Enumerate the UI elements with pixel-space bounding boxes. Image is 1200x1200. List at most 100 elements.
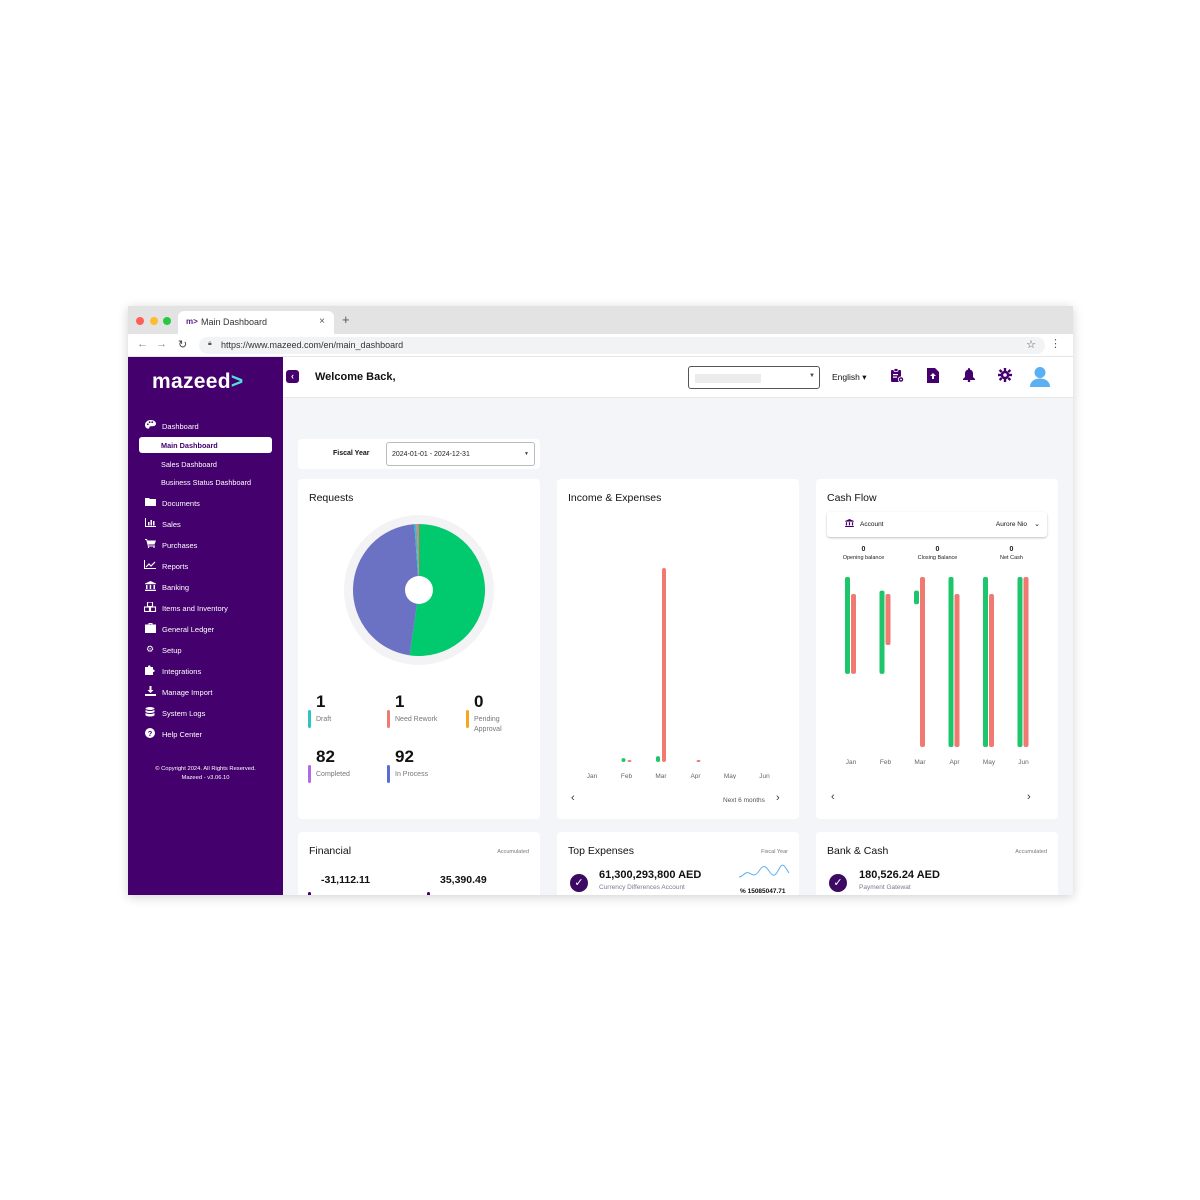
gear-icon: ⚙ — [145, 643, 155, 654]
sidebar-item-documents[interactable]: Documents — [128, 492, 283, 513]
top-expenses-tag: Fiscal Year — [761, 849, 788, 855]
cart-icon — [144, 538, 156, 550]
financial-value-1: -31,112.11 — [321, 874, 371, 886]
x-tick-label: Jan — [587, 773, 598, 779]
next-period-icon[interactable]: › — [1027, 791, 1031, 803]
financial-value-2: 35,390.49 — [440, 874, 487, 886]
sidebar: mazeed> Dashboard Main Dashboard Sales D… — [128, 357, 283, 895]
sidebar-item-banking[interactable]: Banking — [128, 576, 283, 597]
top-expense-percent: % 15085047.71 — [740, 888, 786, 895]
copyright-text: © Copyright 2024. All Rights Reserved. — [155, 766, 256, 772]
upload-file-icon[interactable] — [924, 368, 942, 386]
tab-bar: m> Main Dashboard × + — [128, 306, 1073, 334]
sidebar-subitem-sales-dashboard[interactable]: Sales Dashboard — [128, 455, 283, 474]
income-expenses-chart: Jan Feb Mar Apr May Jun — [587, 568, 770, 779]
prev-period-icon[interactable]: ‹ — [571, 792, 575, 804]
stat-label: Pending Approval — [474, 716, 502, 733]
tab-close-icon[interactable]: × — [319, 316, 325, 327]
language-select[interactable]: English ▾ — [832, 372, 867, 382]
bar-feb-income — [621, 758, 626, 762]
x-tick-label: Apr — [949, 759, 960, 766]
bar-mar-income — [656, 756, 660, 762]
sidebar-item-general-ledger[interactable]: General Ledger — [128, 618, 283, 639]
minimize-window-button[interactable] — [150, 317, 158, 325]
prev-period-icon[interactable]: ‹ — [831, 791, 835, 803]
database-icon — [144, 706, 156, 719]
cash-flow-title: Cash Flow — [827, 492, 877, 504]
top-expense-amount: 61,300,293,800 AED — [599, 869, 702, 881]
x-tick-label: Feb — [880, 759, 892, 766]
help-icon: ? — [144, 727, 156, 740]
x-tick-label: Apr — [690, 773, 701, 779]
x-tick-label: May — [724, 773, 737, 779]
sidebar-item-dashboard[interactable]: Dashboard — [128, 415, 283, 436]
svg-text:?: ? — [148, 728, 153, 737]
user-avatar[interactable] — [1029, 366, 1051, 388]
sidebar-item-help-center[interactable]: ? Help Center — [128, 723, 283, 744]
chevron-down-icon: ▼ — [524, 451, 529, 457]
collapse-sidebar-button[interactable]: ‹ — [286, 370, 299, 383]
stat-draft: 1 Draft — [308, 692, 378, 737]
opening-balance: 0 Opening balance — [831, 546, 896, 561]
fiscal-year-select[interactable]: 2024-01-01 - 2024-12-31 ▼ — [386, 442, 535, 466]
bell-icon[interactable] — [960, 368, 978, 386]
cashflow-bar-mar-out — [920, 577, 925, 747]
check-icon: ✓ — [829, 874, 847, 892]
palette-icon — [144, 420, 156, 432]
sidebar-item-items-inventory[interactable]: Items and Inventory — [128, 597, 283, 618]
sidebar-item-sales[interactable]: Sales — [128, 513, 283, 534]
sidebar-item-label: Help Center — [162, 729, 203, 739]
x-tick-label: Feb — [621, 773, 633, 779]
close-window-button[interactable] — [136, 317, 144, 325]
browser-tab[interactable]: m> Main Dashboard × — [178, 311, 334, 334]
metric-label: Opening balance — [842, 555, 885, 561]
browser-menu-icon[interactable]: ⋮ — [1050, 338, 1061, 350]
cashflow-bar-jan-in — [845, 577, 850, 674]
net-cash: 0 Net Cash — [979, 546, 1044, 561]
sidebar-subitem-business-status-dashboard[interactable]: Business Status Dashboard — [128, 473, 283, 492]
bank-cash-card: Bank & Cash Accumulated ✓ 180,526.24 AED… — [816, 832, 1058, 895]
maximize-window-button[interactable] — [163, 317, 171, 325]
sidebar-item-system-logs[interactable]: System Logs — [128, 702, 283, 723]
financial-bar-2 — [427, 892, 430, 895]
back-icon[interactable]: ← — [137, 338, 148, 350]
sidebar-item-label: Dashboard — [162, 422, 199, 431]
sidebar-item-reports[interactable]: Reports — [128, 555, 283, 576]
stat-completed: 82 Completed — [308, 747, 378, 792]
sidebar-item-setup[interactable]: ⚙ Setup — [128, 639, 283, 660]
next-6-months-label[interactable]: Next 6 months — [723, 797, 765, 804]
bookmark-star-icon[interactable]: ☆ — [1026, 339, 1036, 351]
stat-value: 82 — [316, 747, 335, 766]
bar-apr-expense — [696, 760, 701, 762]
folder-icon — [144, 497, 156, 508]
browser-window: m> Main Dashboard × + ← → ↻ 🔒︎ https://w… — [128, 306, 1073, 895]
url-field[interactable]: 🔒︎ https://www.mazeed.com/en/main_dashbo… — [199, 337, 1045, 354]
forward-icon[interactable]: → — [156, 338, 167, 350]
requests-card: Requests 1 Draft 1 Need Rework 0 Pending… — [298, 479, 540, 819]
mazeed-logo[interactable]: mazeed> — [152, 370, 244, 393]
bank-cash-amount: 180,526.24 AED — [859, 869, 940, 881]
stat-label: Completed — [316, 771, 350, 778]
top-expenses-card: Top Expenses Fiscal Year ✓ 61,300,293,80… — [557, 832, 799, 895]
next-period-icon[interactable]: › — [776, 792, 780, 804]
tab-title: Main Dashboard — [201, 317, 268, 327]
top-expenses-title: Top Expenses — [568, 845, 634, 857]
fiscal-year-value: 2024-01-01 - 2024-12-31 — [392, 451, 470, 458]
clipboard-settings-icon[interactable] — [888, 368, 906, 386]
cash-flow-chart: Jan Feb Mar Apr May Jun — [845, 577, 1029, 766]
account-select[interactable]: Account Aurore Nio ⌄ — [827, 512, 1047, 537]
stat-in-process: 92 In Process — [387, 747, 457, 792]
sidebar-item-integrations[interactable]: Integrations — [128, 660, 283, 681]
sidebar-item-manage-import[interactable]: Manage Import — [128, 681, 283, 702]
gear-icon[interactable] — [996, 368, 1014, 386]
sidebar-subitem-main-dashboard[interactable]: Main Dashboard — [128, 436, 283, 455]
company-select[interactable]: ▼ — [688, 366, 820, 389]
reload-icon[interactable]: ↻ — [178, 339, 188, 351]
chevron-down-icon: ⌄ — [1034, 521, 1040, 528]
lock-icon: 🔒︎ — [208, 340, 212, 347]
sidebar-subitem-label: Business Status Dashboard — [161, 478, 252, 487]
chevron-down-icon: ▼ — [809, 373, 815, 379]
sidebar-item-purchases[interactable]: Purchases — [128, 534, 283, 555]
new-tab-button[interactable]: + — [342, 312, 350, 327]
bank-icon — [845, 519, 854, 529]
